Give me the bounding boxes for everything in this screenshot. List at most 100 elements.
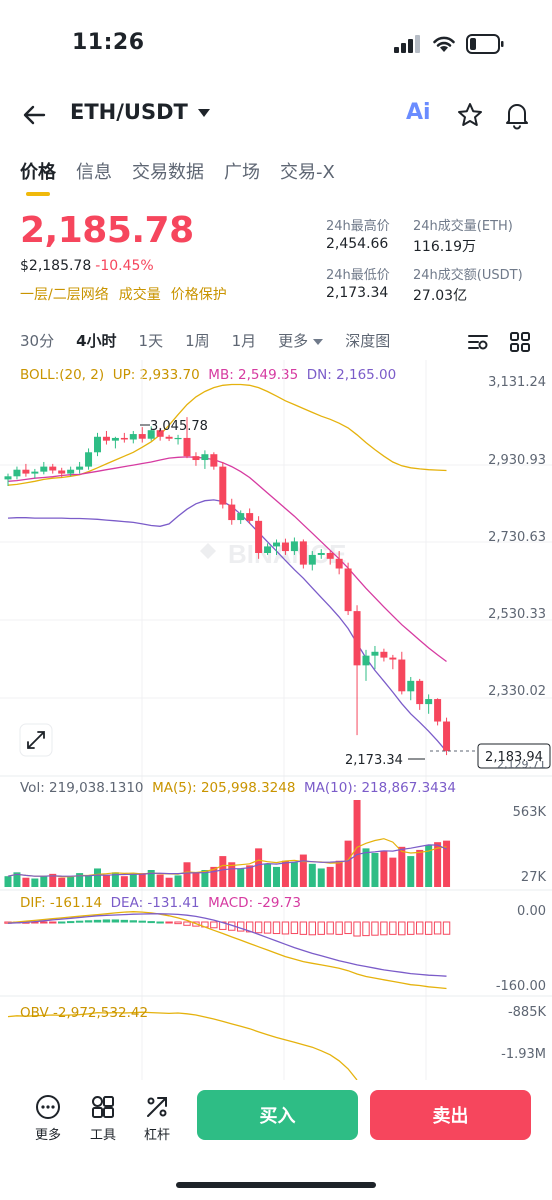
candle-body-35 bbox=[317, 553, 325, 555]
interval-1w[interactable]: 1周 bbox=[185, 332, 210, 350]
candle-body-34 bbox=[308, 554, 316, 565]
volume-bar-31 bbox=[281, 860, 289, 887]
bell-icon[interactable] bbox=[502, 100, 532, 130]
macd-hist-39 bbox=[353, 921, 361, 937]
pair-selector[interactable]: ETH/USDT bbox=[70, 100, 210, 124]
volume-bar-19 bbox=[174, 875, 182, 887]
candle-body-17 bbox=[156, 430, 164, 437]
macd-hist-32 bbox=[290, 921, 299, 935]
sell-button[interactable]: 卖出 bbox=[370, 1090, 531, 1140]
candle-body-36 bbox=[326, 553, 334, 559]
vol-ma10: MA(10): 218,867.3434 bbox=[304, 780, 456, 796]
tab-price[interactable]: 价格 bbox=[20, 158, 56, 198]
more-tool[interactable]: 更多 bbox=[26, 1094, 70, 1143]
macd-hist-4 bbox=[40, 921, 48, 924]
signal-icon bbox=[394, 35, 420, 53]
vol-ma10-line bbox=[7, 844, 447, 877]
macd-dif: DIF: -161.14 bbox=[20, 895, 103, 911]
tab-trading-data[interactable]: 交易数据 bbox=[132, 162, 204, 183]
volume-legend: Vol: 219,038.1310 MA(5): 205,998.3248 MA… bbox=[20, 780, 456, 796]
volume-bar-30 bbox=[273, 866, 280, 887]
volume-bar-28 bbox=[255, 848, 263, 887]
macd-hist-48 bbox=[433, 921, 442, 935]
macd-hist-46 bbox=[416, 921, 424, 935]
volume-bar-24 bbox=[219, 856, 227, 887]
macd-hist-16 bbox=[147, 921, 155, 924]
price-sub: $2,185.78 -10.45% bbox=[20, 258, 154, 274]
tag-layer[interactable]: 一层/二层网络 bbox=[20, 287, 109, 303]
boll-lines bbox=[7, 383, 447, 752]
volume-bar-46 bbox=[416, 849, 424, 887]
candle-body-16 bbox=[147, 430, 155, 439]
grid-layout-icon[interactable] bbox=[508, 330, 532, 354]
tab-info[interactable]: 信息 bbox=[76, 162, 112, 183]
interval-1d[interactable]: 1天 bbox=[138, 332, 164, 350]
indicator-settings-icon[interactable] bbox=[466, 330, 490, 354]
candle-body-46 bbox=[416, 680, 424, 705]
candle-body-33 bbox=[299, 541, 307, 565]
macd-hist-14 bbox=[129, 920, 138, 923]
candle-body-6 bbox=[58, 470, 66, 474]
depth-chart-tab[interactable]: 深度图 bbox=[345, 332, 391, 350]
volume-bar-13 bbox=[120, 876, 128, 887]
buy-button[interactable]: 买入 bbox=[197, 1090, 358, 1140]
volume-bar-18 bbox=[165, 877, 173, 887]
candle-body-23 bbox=[210, 454, 218, 467]
leverage-tool[interactable]: 杠杆 bbox=[135, 1094, 179, 1143]
tab-trade-x[interactable]: 交易-X bbox=[280, 162, 335, 183]
expand-icon[interactable] bbox=[19, 723, 53, 757]
price-change: -10.45% bbox=[95, 258, 154, 274]
macd-hist-8 bbox=[75, 920, 84, 923]
macd-dea-line bbox=[7, 913, 447, 977]
macd-hist-29 bbox=[263, 921, 272, 934]
candle-body-1 bbox=[13, 469, 21, 477]
obv-legend: OBV -2,972,532.42 bbox=[20, 1005, 149, 1021]
candle-body-4 bbox=[40, 466, 48, 472]
candle-body-0 bbox=[4, 476, 12, 480]
kline-chart[interactable]: BINANCE 3,045.78 2,173.34 2,183.94 bbox=[0, 360, 552, 1080]
macd-axis-top: 0.00 bbox=[517, 904, 546, 919]
tools-grid-icon bbox=[92, 1096, 114, 1118]
macd-hist-38 bbox=[344, 921, 352, 935]
tag-volume[interactable]: 成交量 bbox=[118, 287, 161, 303]
volume-bar-37 bbox=[335, 860, 343, 887]
vol-usdt-value: 27.03亿 bbox=[413, 288, 468, 304]
macd-hist-35 bbox=[317, 921, 325, 935]
last-price: 2,185.78 bbox=[20, 210, 194, 251]
macd-hist-13 bbox=[120, 919, 129, 923]
chevron-down-icon bbox=[313, 338, 324, 345]
tools-tool[interactable]: 工具 bbox=[81, 1094, 125, 1143]
macd-hist-37 bbox=[335, 921, 343, 935]
tab-square[interactable]: 广场 bbox=[224, 162, 260, 183]
macd-hist-30 bbox=[272, 921, 281, 935]
candle-body-20 bbox=[183, 437, 191, 457]
interval-1M[interactable]: 1月 bbox=[231, 332, 257, 350]
star-icon[interactable] bbox=[455, 100, 485, 130]
chart-grid bbox=[0, 360, 552, 1080]
candle-body-42 bbox=[380, 651, 388, 658]
obv-line bbox=[7, 1011, 358, 1080]
macd-hist-33 bbox=[299, 921, 308, 935]
volume-bar-17 bbox=[156, 874, 164, 887]
volume-bar-20 bbox=[183, 862, 191, 887]
volume-bar-2 bbox=[22, 877, 30, 887]
caret-down-icon bbox=[197, 109, 210, 117]
volume-bar-48 bbox=[434, 842, 442, 887]
candle-body-10 bbox=[94, 436, 101, 453]
macd-hist-19 bbox=[174, 921, 182, 925]
ai-assistant-button[interactable]: Ai bbox=[406, 100, 431, 125]
interval-more[interactable]: 更多 bbox=[278, 330, 324, 351]
interval-30m[interactable]: 30分 bbox=[20, 332, 55, 350]
candle-body-13 bbox=[120, 437, 128, 440]
candle-body-49 bbox=[443, 721, 451, 751]
tag-protection[interactable]: 价格保护 bbox=[170, 287, 227, 303]
candle-body-43 bbox=[389, 657, 397, 660]
volume-bar-42 bbox=[380, 851, 388, 887]
back-arrow-icon[interactable] bbox=[20, 100, 50, 130]
volume-bar-16 bbox=[147, 870, 155, 887]
candle-body-37 bbox=[335, 558, 343, 569]
volume-bar-25 bbox=[228, 862, 236, 887]
high-value: 2,454.66 bbox=[326, 236, 389, 252]
interval-4h[interactable]: 4小时 bbox=[76, 332, 117, 350]
macd-hist-26 bbox=[237, 921, 245, 932]
